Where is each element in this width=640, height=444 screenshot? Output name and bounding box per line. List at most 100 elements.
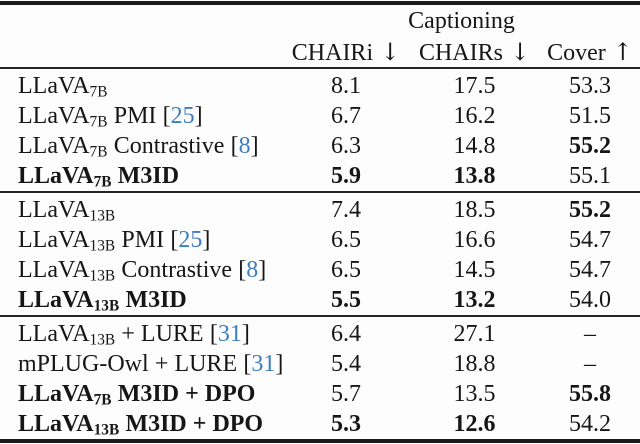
metric-value-chairi: 5.7 — [331, 381, 361, 407]
model-base: mPLUG-Owl — [18, 351, 149, 377]
table-row: LLaVA13B 7.4 18.5 55.2 — [0, 195, 640, 225]
metric-value-cover: – — [584, 351, 596, 377]
citation-bracket-close: ] — [275, 351, 283, 377]
model-label: LLaVA13B + LURE [31] — [0, 319, 283, 349]
model-subscript: 13B — [93, 297, 120, 315]
metric-value-chairs: 16.6 — [453, 227, 496, 253]
model-subscript: 7B — [89, 83, 108, 101]
citation-link[interactable]: 31 — [217, 321, 242, 347]
citation-bracket-open: [ — [162, 103, 171, 129]
model-label: LLaVA7B Contrastive [8] — [0, 131, 283, 161]
table-row: LLaVA7B PMI [25] 6.7 16.2 51.5 — [0, 101, 640, 131]
metric-value-chairi: 5.4 — [331, 351, 361, 377]
model-label: LLaVA13B M3ID — [0, 285, 283, 315]
model-method: Contrastive — [121, 257, 233, 283]
column-header-chairi: CHAIRi ↓ — [283, 37, 409, 68]
metric-value-chairs: 17.5 — [453, 73, 496, 99]
model-label: LLaVA7B — [0, 71, 283, 101]
model-label: LLaVA13B Contrastive [8] — [0, 255, 283, 285]
table-block-7b: LLaVA7B 8.1 17.5 53.3 LLaVA7B PMI [25] 6.7… — [0, 69, 640, 191]
model-label: LLaVA13B M3ID + DPO — [0, 409, 283, 439]
citation-link[interactable]: 8 — [238, 133, 251, 159]
up-arrow-icon: ↑ — [612, 38, 633, 66]
metric-value-chairi: 6.5 — [331, 227, 361, 253]
column-header-label: CHAIRs — [418, 40, 503, 66]
citation-link[interactable]: 8 — [246, 257, 259, 283]
citation-bracket-close: ] — [250, 133, 259, 159]
group-header-spacer — [0, 5, 283, 37]
metric-value-chairs: 12.6 — [453, 411, 496, 437]
metric-value-chairi: 5.5 — [331, 287, 361, 313]
metric-value-chairs: 18.8 — [453, 351, 496, 377]
metric-value-chairs: 13.8 — [453, 163, 496, 189]
citation-bracket-open: [ — [170, 227, 179, 253]
model-method: + LURE — [154, 351, 238, 377]
model-subscript: 7B — [93, 391, 112, 409]
model-base: LLaVA — [18, 103, 90, 129]
table-block-lure-dpo: LLaVA13B + LURE [31] 6.4 27.1 – mPLUG-Owl +… — [0, 317, 640, 439]
model-method: + LURE — [121, 321, 204, 347]
model-subscript: 13B — [89, 331, 116, 349]
model-base: LLaVA — [18, 411, 94, 437]
table-rule-mid-1 — [0, 191, 640, 193]
metric-value-chairs: 14.5 — [453, 257, 496, 283]
citation: [25] — [170, 227, 210, 253]
metric-value-cover: – — [584, 321, 596, 347]
model-base: LLaVA — [18, 381, 94, 407]
model-subscript: 13B — [89, 267, 116, 285]
metric-value-chairs: 14.8 — [453, 133, 496, 159]
column-header-label: Cover — [547, 40, 606, 66]
citation-bracket-open: [ — [230, 133, 239, 159]
metric-value-chairs: 13.2 — [453, 287, 496, 313]
metric-value-chairi: 6.3 — [331, 133, 361, 159]
table-row: mPLUG-Owl + LURE [31] 5.4 18.8 – — [0, 349, 640, 379]
group-header-captioning: Captioning — [408, 8, 515, 34]
citation-link[interactable]: 25 — [178, 227, 203, 253]
model-method: PMI — [113, 103, 157, 129]
metric-value-chairs: 27.1 — [453, 321, 496, 347]
metric-value-cover: 53.3 — [569, 73, 611, 99]
metric-value-cover: 54.0 — [569, 287, 611, 313]
model-method: M3ID + DPO — [117, 381, 256, 407]
citation-bracket-open: [ — [209, 321, 218, 347]
citation-bracket-close: ] — [258, 257, 267, 283]
metric-value-chairs: 16.2 — [453, 103, 496, 129]
model-base: LLaVA — [18, 133, 90, 159]
citation-bracket-close: ] — [241, 321, 250, 347]
table-row: LLaVA7B 8.1 17.5 53.3 — [0, 71, 640, 101]
citation-bracket-close: ] — [202, 227, 211, 253]
model-label: LLaVA7B M3ID — [0, 161, 283, 191]
metric-value-chairs: 13.5 — [453, 381, 496, 407]
model-label: mPLUG-Owl + LURE [31] — [0, 349, 283, 379]
model-base: LLaVA — [18, 163, 94, 189]
table-rule-mid-2 — [0, 315, 640, 317]
metric-value-chairi: 6.4 — [331, 321, 361, 347]
table-column-header-row: CHAIRi ↓ CHAIRs ↓ Cover ↑ — [0, 37, 640, 67]
table-row: LLaVA7B M3ID + DPO 5.7 13.5 55.8 — [0, 379, 640, 409]
down-arrow-icon: ↓ — [380, 38, 401, 66]
citation-link[interactable]: 25 — [170, 103, 195, 129]
model-label: LLaVA7B M3ID + DPO — [0, 379, 283, 409]
table-row: LLaVA13B PMI [25] 6.5 16.6 54.7 — [0, 225, 640, 255]
column-header-cover: Cover ↑ — [540, 37, 640, 68]
model-base: LLaVA — [18, 287, 94, 313]
metric-value-chairi: 8.1 — [331, 73, 361, 99]
table-row: LLaVA7B M3ID 5.9 13.8 55.1 — [0, 161, 640, 191]
model-label: LLaVA7B PMI [25] — [0, 101, 283, 131]
metric-value-chairi: 6.7 — [331, 103, 361, 129]
column-header-chairs: CHAIRs ↓ — [409, 37, 540, 68]
metric-value-chairi: 6.5 — [331, 257, 361, 283]
model-subscript: 7B — [89, 143, 108, 161]
metric-value-cover: 54.7 — [569, 227, 611, 253]
table-rule-bottom — [0, 439, 640, 443]
model-subscript: 13B — [89, 207, 116, 225]
citation: [31] — [210, 321, 250, 347]
metric-value-cover: 55.2 — [569, 133, 611, 159]
metric-value-cover: 55.1 — [569, 163, 611, 189]
citation: [8] — [238, 257, 266, 283]
citation-link[interactable]: 31 — [251, 351, 276, 377]
model-subscript: 7B — [93, 173, 112, 191]
down-arrow-icon: ↓ — [509, 38, 531, 66]
model-label: LLaVA13B — [0, 195, 283, 225]
